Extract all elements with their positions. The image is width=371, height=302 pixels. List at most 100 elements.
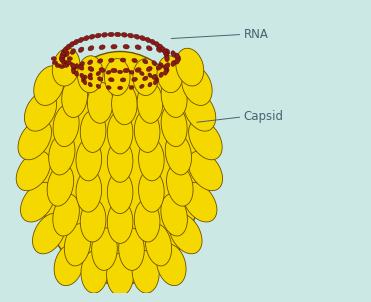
Ellipse shape xyxy=(80,73,85,79)
Ellipse shape xyxy=(109,78,114,82)
Ellipse shape xyxy=(101,33,108,37)
Ellipse shape xyxy=(69,42,75,47)
Ellipse shape xyxy=(24,91,56,131)
Ellipse shape xyxy=(106,253,134,296)
Ellipse shape xyxy=(163,50,168,56)
Ellipse shape xyxy=(121,33,127,37)
Ellipse shape xyxy=(139,71,144,76)
Ellipse shape xyxy=(88,82,113,123)
Ellipse shape xyxy=(83,80,87,85)
Ellipse shape xyxy=(134,199,160,242)
Ellipse shape xyxy=(152,74,157,79)
Ellipse shape xyxy=(120,78,126,82)
Ellipse shape xyxy=(159,72,164,77)
Ellipse shape xyxy=(108,32,114,37)
Ellipse shape xyxy=(132,77,137,82)
Ellipse shape xyxy=(140,36,145,41)
Ellipse shape xyxy=(129,85,134,89)
Ellipse shape xyxy=(20,182,55,222)
Ellipse shape xyxy=(154,42,160,47)
Ellipse shape xyxy=(72,66,76,72)
Ellipse shape xyxy=(81,77,85,82)
Ellipse shape xyxy=(107,111,133,154)
Ellipse shape xyxy=(161,194,187,236)
Ellipse shape xyxy=(34,66,64,105)
Ellipse shape xyxy=(118,86,122,90)
Ellipse shape xyxy=(78,47,84,53)
Ellipse shape xyxy=(171,60,176,66)
Ellipse shape xyxy=(80,199,106,242)
Ellipse shape xyxy=(78,37,84,43)
Ellipse shape xyxy=(156,47,162,53)
Ellipse shape xyxy=(176,48,204,86)
Ellipse shape xyxy=(61,50,66,56)
Ellipse shape xyxy=(67,57,72,60)
Ellipse shape xyxy=(165,63,170,69)
Ellipse shape xyxy=(62,76,88,117)
Ellipse shape xyxy=(92,228,117,270)
Ellipse shape xyxy=(153,75,157,80)
Ellipse shape xyxy=(98,59,103,63)
Ellipse shape xyxy=(47,164,74,206)
Ellipse shape xyxy=(88,60,93,65)
Ellipse shape xyxy=(148,73,152,78)
Ellipse shape xyxy=(164,65,168,70)
Ellipse shape xyxy=(157,244,186,286)
Ellipse shape xyxy=(145,37,151,43)
Ellipse shape xyxy=(155,77,159,82)
Ellipse shape xyxy=(148,82,152,87)
Ellipse shape xyxy=(115,32,121,37)
Ellipse shape xyxy=(88,75,93,80)
Ellipse shape xyxy=(49,133,75,175)
Ellipse shape xyxy=(88,73,92,78)
Ellipse shape xyxy=(59,65,65,69)
Ellipse shape xyxy=(52,61,58,65)
Ellipse shape xyxy=(176,56,181,62)
Ellipse shape xyxy=(73,39,79,45)
Ellipse shape xyxy=(123,44,129,49)
Ellipse shape xyxy=(106,85,111,89)
Ellipse shape xyxy=(64,224,91,266)
Ellipse shape xyxy=(118,70,122,74)
Text: Capsid: Capsid xyxy=(244,111,284,124)
Ellipse shape xyxy=(181,66,212,105)
Ellipse shape xyxy=(139,84,144,88)
Ellipse shape xyxy=(159,63,164,68)
Ellipse shape xyxy=(72,69,76,74)
Ellipse shape xyxy=(16,151,50,191)
Ellipse shape xyxy=(18,120,52,160)
Ellipse shape xyxy=(142,76,148,81)
Ellipse shape xyxy=(66,44,71,50)
Ellipse shape xyxy=(157,56,183,93)
Ellipse shape xyxy=(165,67,169,73)
Ellipse shape xyxy=(156,65,162,70)
Ellipse shape xyxy=(165,56,169,62)
Ellipse shape xyxy=(134,110,160,153)
Ellipse shape xyxy=(107,201,133,243)
Ellipse shape xyxy=(175,53,180,59)
Ellipse shape xyxy=(145,224,172,266)
Ellipse shape xyxy=(80,110,106,153)
Ellipse shape xyxy=(78,56,103,93)
Ellipse shape xyxy=(98,77,103,81)
Ellipse shape xyxy=(107,140,133,182)
Ellipse shape xyxy=(88,66,94,72)
Ellipse shape xyxy=(96,71,101,76)
Ellipse shape xyxy=(132,58,137,63)
Ellipse shape xyxy=(135,68,141,72)
Ellipse shape xyxy=(161,76,187,117)
Ellipse shape xyxy=(65,51,69,57)
Ellipse shape xyxy=(96,84,101,88)
Ellipse shape xyxy=(76,138,102,181)
Ellipse shape xyxy=(165,133,191,175)
Ellipse shape xyxy=(137,82,163,123)
Ellipse shape xyxy=(164,53,169,59)
Ellipse shape xyxy=(161,47,166,53)
Ellipse shape xyxy=(70,63,76,69)
Ellipse shape xyxy=(65,60,69,66)
Ellipse shape xyxy=(33,213,66,254)
Ellipse shape xyxy=(188,151,223,191)
Ellipse shape xyxy=(119,228,144,270)
Ellipse shape xyxy=(66,61,71,65)
Ellipse shape xyxy=(111,68,117,73)
